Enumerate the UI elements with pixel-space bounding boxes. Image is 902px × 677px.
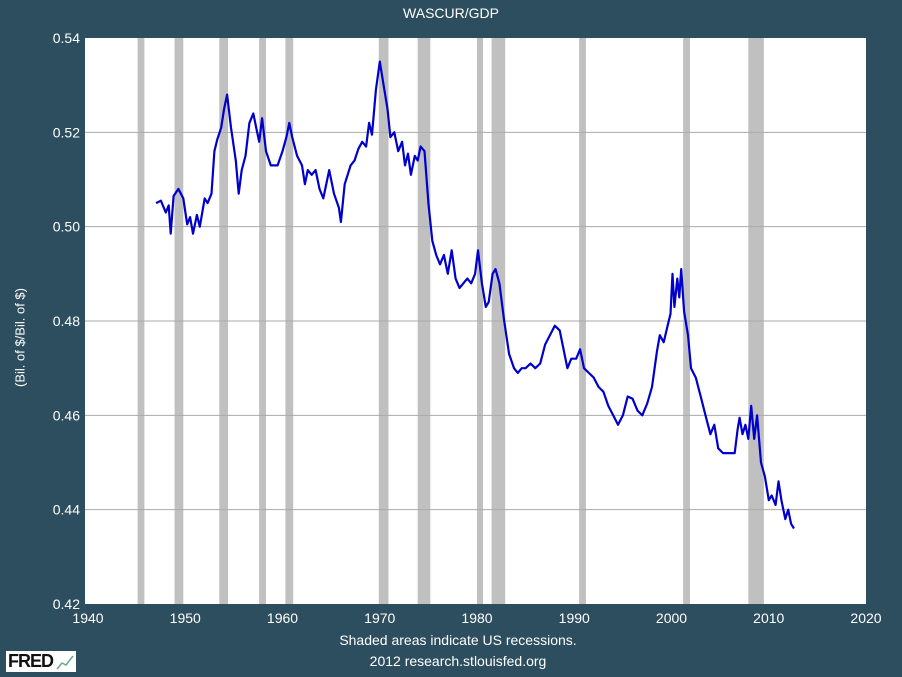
x-tick-label: 2000 bbox=[656, 610, 687, 626]
source-text[interactable]: 2012 research.stlouisfed.org bbox=[369, 653, 547, 669]
y-tick-label: 0.42 bbox=[53, 596, 80, 612]
y-tick-label: 0.50 bbox=[53, 219, 80, 235]
y-axis-label: (Bil. of $/Bil. of $) bbox=[12, 288, 28, 387]
x-tick-label: 1960 bbox=[267, 610, 298, 626]
fred-logo[interactable]: FRED bbox=[6, 651, 76, 672]
series-line bbox=[155, 60, 795, 530]
y-tick-label: 0.52 bbox=[53, 124, 80, 140]
recession-note: Shaded areas indicate US recessions. bbox=[339, 632, 577, 648]
y-tick-label: 0.54 bbox=[53, 30, 80, 46]
x-tick-label: 1990 bbox=[559, 610, 590, 626]
x-tick-label: 1940 bbox=[72, 610, 103, 626]
chart-icon bbox=[56, 655, 74, 669]
x-tick-label: 2020 bbox=[850, 610, 881, 626]
y-tick-label: 0.44 bbox=[53, 502, 80, 518]
x-tick-label: 1970 bbox=[364, 610, 395, 626]
logo-text: FRED bbox=[8, 651, 54, 671]
y-tick-label: 0.48 bbox=[53, 313, 80, 329]
chart-title: WASCUR/GDP bbox=[403, 5, 499, 21]
x-tick-label: 2010 bbox=[753, 610, 784, 626]
x-tick-label: 1980 bbox=[461, 610, 492, 626]
x-tick-label: 1950 bbox=[170, 610, 201, 626]
y-tick-label: 0.46 bbox=[53, 407, 80, 423]
